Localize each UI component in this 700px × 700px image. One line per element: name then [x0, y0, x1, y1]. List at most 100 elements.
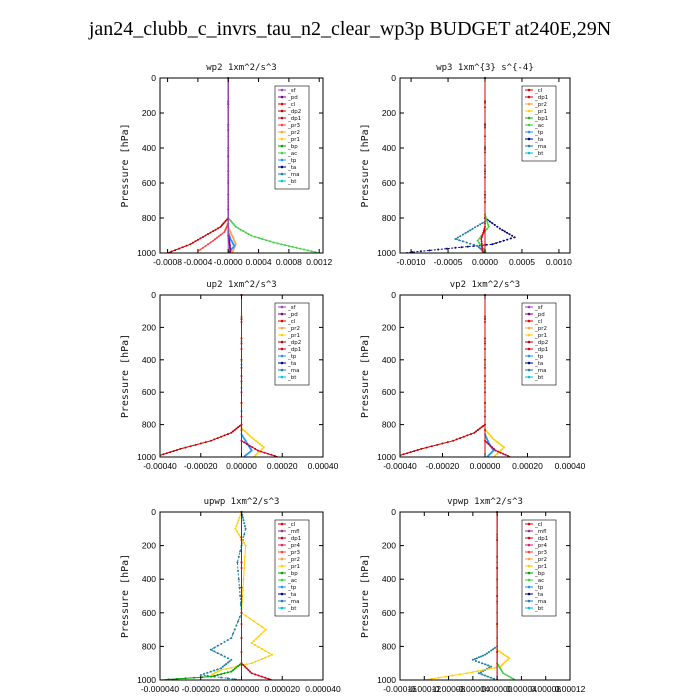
- series-point-pr1: [260, 625, 263, 628]
- series-point-dp2: [178, 247, 180, 250]
- series-point-pr1: [242, 428, 245, 431]
- y-tick-label: 600: [142, 608, 156, 618]
- series-point-ta: [485, 243, 488, 246]
- series-point-pr3: [212, 239, 215, 242]
- series-point-ta: [508, 233, 511, 236]
- x-tick-label: 0.00000: [482, 684, 513, 694]
- series-point-pr3: [225, 226, 228, 229]
- series-point-ma: [493, 677, 496, 680]
- series-point-cl: [484, 402, 486, 404]
- legend-label: _pd: [287, 95, 298, 101]
- series-point-dp2: [430, 445, 433, 448]
- series-point-ma: [477, 661, 480, 664]
- series-point-dp1: [485, 441, 488, 444]
- series-point-cl: [240, 595, 243, 597]
- legend-marker: [280, 312, 284, 316]
- y-tick-label: 1000: [377, 248, 396, 258]
- series-point-dp2: [202, 236, 204, 238]
- series-point-ma: [477, 246, 480, 249]
- series-point-ma: [220, 653, 223, 656]
- figure-title: jan24_clubb_c_invrs_tau_n2_clear_wp3p BU…: [88, 18, 612, 40]
- legend-marker: [280, 368, 284, 372]
- series-point-ac: [485, 217, 488, 220]
- legend-marker: [280, 95, 284, 99]
- series-point-ac: [498, 665, 501, 668]
- legend-label: _dp2: [287, 109, 301, 115]
- legend-marker: [280, 123, 284, 127]
- series-point-ac: [239, 228, 242, 231]
- series-point-pr1: [444, 675, 447, 678]
- series-point-ma: [481, 222, 484, 224]
- legend-label: _sf: [287, 305, 297, 311]
- series-point-pr1: [238, 516, 241, 519]
- y-tick-label: 800: [142, 213, 156, 223]
- y-tick-label: 200: [382, 108, 396, 118]
- series-point-ma: [471, 227, 474, 230]
- series-point-ac: [486, 221, 489, 224]
- series-point-pr3: [202, 246, 204, 249]
- legend-label: _dp2: [534, 340, 548, 346]
- series-point-dp2: [216, 437, 219, 440]
- series-point-pr1: [499, 449, 502, 452]
- y-tick-label: 800: [382, 213, 396, 223]
- x-tick-label: -0.0004: [183, 257, 212, 267]
- series-point-pr2: [231, 234, 233, 237]
- legend-label: _dp1: [287, 347, 301, 353]
- series-point-dp2: [207, 233, 209, 235]
- legend-label: _pd: [287, 312, 298, 318]
- legend-marker: [527, 529, 531, 533]
- series-point-pr1: [264, 649, 267, 652]
- legend-marker: [280, 109, 284, 113]
- series-point-dp1: [267, 677, 270, 680]
- series-point-dp2: [459, 437, 462, 440]
- series-point-ma: [213, 669, 216, 672]
- series-point-pr3: [217, 235, 220, 238]
- x-tick-label: -0.000040: [141, 684, 180, 694]
- series-point-pr1: [498, 650, 501, 653]
- series-point-dp2: [416, 449, 419, 451]
- legend-marker: [280, 557, 284, 561]
- series-point-bp: [184, 677, 187, 680]
- series-point-dp2: [194, 443, 197, 446]
- legend-label: _pr3: [287, 550, 301, 556]
- legend-label: _pr1: [534, 333, 547, 339]
- series-point-ma: [237, 578, 240, 581]
- series-point-pr1: [258, 443, 261, 445]
- series-point-pr1: [260, 444, 263, 447]
- series-point-ac: [497, 663, 500, 666]
- series-line-dp1: [484, 295, 511, 458]
- legend-label: _ta: [287, 361, 296, 367]
- series-point-pr1: [493, 666, 496, 669]
- series-point-pd: [229, 247, 232, 250]
- series-point-pr1: [260, 658, 263, 660]
- y-tick-label: 400: [142, 574, 156, 584]
- y-tick-label: 1000: [137, 248, 156, 258]
- legend-label: _bt: [534, 151, 544, 157]
- x-tick-label: 0.0008: [276, 257, 302, 267]
- series-point-ma: [454, 238, 457, 240]
- series-point-ac: [306, 249, 309, 252]
- y-tick-label: 400: [382, 355, 396, 365]
- series-point-ac: [506, 674, 509, 677]
- series-line-pr1: [241, 295, 265, 458]
- legend-marker: [527, 550, 531, 554]
- series-point-tp: [243, 438, 246, 441]
- legend-marker: [527, 312, 531, 316]
- legend-marker: [280, 529, 284, 533]
- series-point-ac: [310, 250, 313, 253]
- series-point-dp2: [172, 450, 175, 453]
- x-tick-label: 0.00000: [226, 461, 257, 471]
- series-point-ma: [199, 674, 202, 676]
- panel-title: wp3 1xm^{3} s^{-4}: [436, 63, 534, 73]
- series-point-cl: [484, 429, 486, 431]
- series-point-ma: [475, 657, 478, 660]
- series-point-ma: [490, 649, 493, 652]
- series-point-dp1: [499, 451, 502, 454]
- series-point-pr1: [247, 433, 250, 436]
- series-point-dp2: [482, 424, 485, 427]
- series-point-dp2: [232, 430, 234, 433]
- series-point-ma: [216, 668, 219, 671]
- legend-marker: [527, 109, 531, 113]
- series-point-pr1: [261, 447, 264, 450]
- series-point-dp2: [217, 227, 220, 230]
